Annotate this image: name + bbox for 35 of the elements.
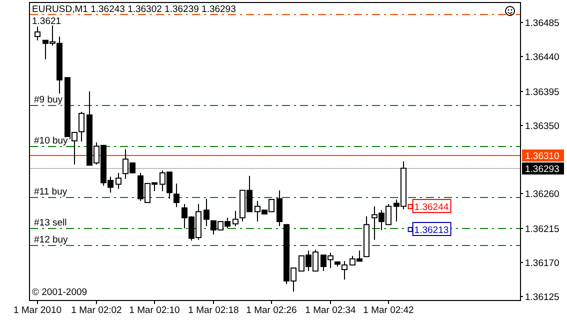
x-tick-label: 1 Mar 02:26 xyxy=(246,305,297,316)
annotation: 1.3621 xyxy=(32,16,62,27)
x-tick-label: 1 Mar 02:34 xyxy=(305,305,356,316)
annotation: © 2001-2009 xyxy=(32,287,88,298)
candlestick xyxy=(78,111,84,142)
annotation: EURUSD,M1 1.36243 1.36302 1.36239 1.36293 xyxy=(32,4,236,15)
data-label: 1.36244 xyxy=(414,202,449,213)
ref-line-label: #9 buy xyxy=(34,94,63,106)
y-tick-label: 1.36440 xyxy=(525,52,560,63)
ref-line-label: #12 buy xyxy=(34,234,68,246)
y-tick-label: 1.36170 xyxy=(525,258,560,269)
y-tick-label: 1.36395 xyxy=(525,87,560,98)
candlestick xyxy=(276,190,282,227)
data-label: 1.36213 xyxy=(414,225,449,236)
candlestick xyxy=(34,26,40,41)
y-tick-label: 1.36485 xyxy=(525,18,560,29)
candlestick xyxy=(232,210,238,227)
y-tick-label: 1.36125 xyxy=(525,292,560,303)
candlestick xyxy=(204,198,210,227)
candlestick xyxy=(174,182,180,208)
ref-line-label: 1.36310 xyxy=(525,151,560,162)
y-tick-label: 1.36350 xyxy=(525,121,560,132)
ref-line-label: #10 buy xyxy=(34,136,68,146)
ref-line-label: 1.36293 xyxy=(525,164,560,175)
candlestick xyxy=(342,260,348,280)
x-tick-label: 1 Mar 02:18 xyxy=(188,305,239,316)
x-tick-label: 1 Mar 02:10 xyxy=(129,305,180,316)
y-tick-label: 1.36260 xyxy=(525,189,560,200)
ref-line-label: #11 buy xyxy=(34,186,68,198)
x-tick-label: 1 Mar 2010 xyxy=(13,305,62,316)
x-tick-label: 1 Mar 02:42 xyxy=(363,305,414,316)
y-tick-label: 1.36215 xyxy=(525,224,560,235)
x-tick-label: 1 Mar 02:02 xyxy=(71,305,122,316)
candlestick xyxy=(116,172,122,190)
ref-line-label: #13 sell xyxy=(34,218,67,228)
